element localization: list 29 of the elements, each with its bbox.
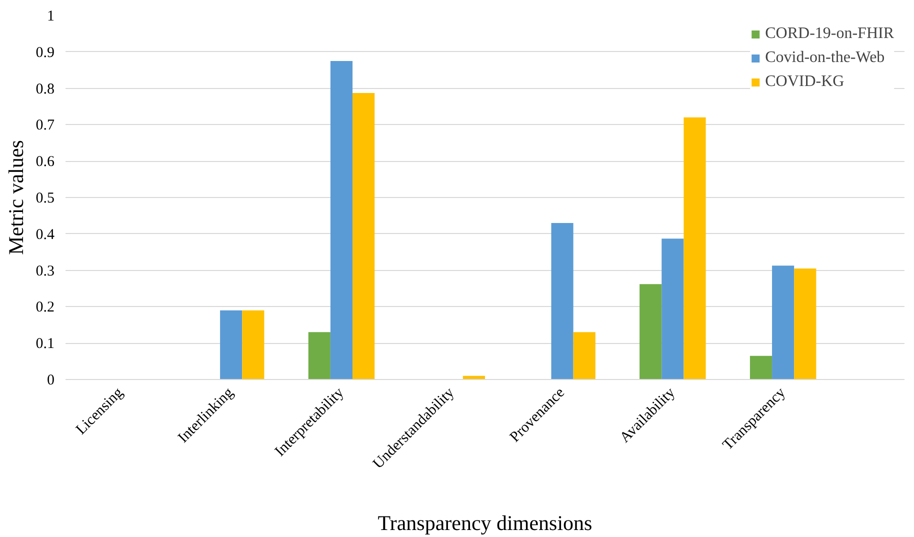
y-tick-label: 0.7 (36, 118, 55, 134)
bar (308, 332, 330, 380)
legend-label: Covid-on-the-Web (765, 49, 885, 67)
x-axis-title: Transparency dimensions (378, 510, 592, 535)
bar (750, 356, 772, 380)
bar (551, 222, 574, 380)
y-axis-title: Metric values (4, 140, 28, 255)
y-tick-label: 0.4 (36, 226, 55, 243)
y-tick-label: 0.8 (36, 81, 54, 98)
bar (330, 61, 353, 380)
y-tick-label: 1 (47, 8, 54, 24)
bar (640, 284, 662, 380)
y-tick-label: 0.2 (36, 300, 54, 316)
y-tick-label: 0.6 (36, 154, 55, 170)
bar (352, 93, 375, 380)
y-tick-label: 0.1 (36, 336, 54, 352)
y-tick-label: 0.9 (36, 44, 54, 61)
bar (684, 117, 706, 380)
y-tick-label: 0.5 (36, 190, 54, 206)
legend-label: COVID-KG (765, 73, 844, 91)
bar (772, 266, 794, 380)
bar (662, 238, 684, 380)
y-tick-label: 0 (47, 372, 54, 388)
bar (242, 310, 264, 380)
legend-label: CORD-19-on-FHIR (765, 25, 894, 43)
bar (794, 268, 816, 380)
y-tick-label: 0.3 (36, 263, 54, 280)
bar (573, 332, 596, 380)
bar (220, 310, 242, 380)
